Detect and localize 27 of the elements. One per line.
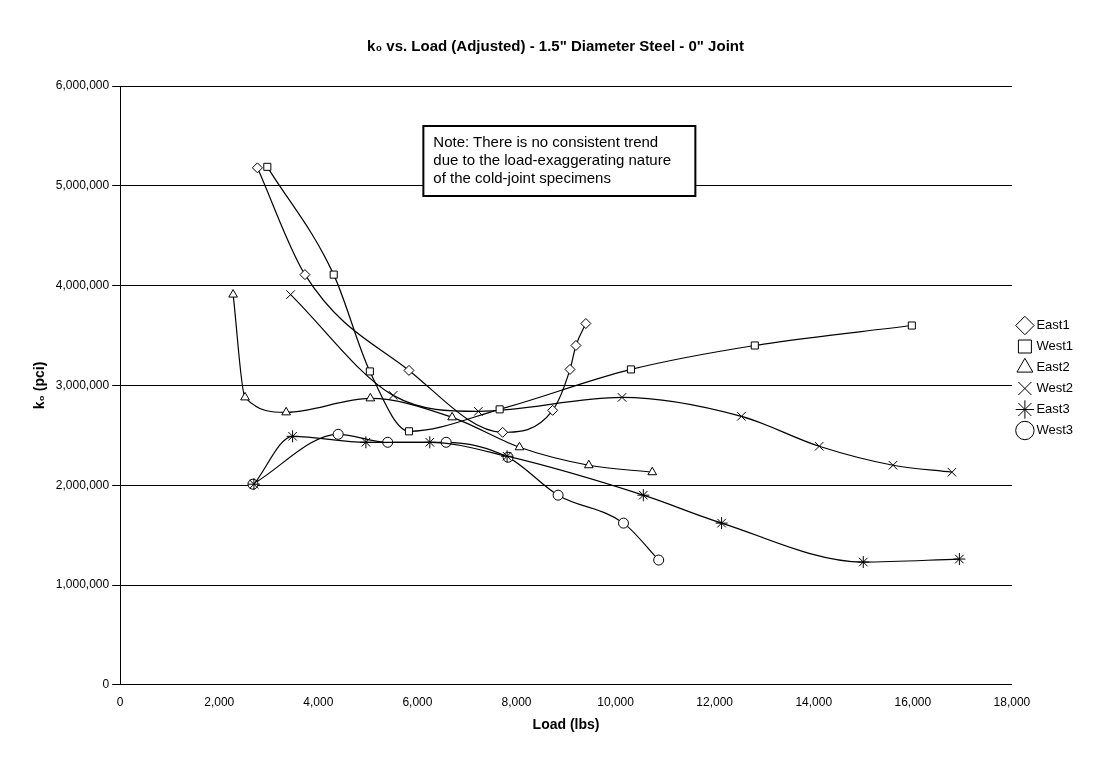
y-tick-label: 1,000,000 <box>55 577 110 592</box>
x-tick-label: 2,000 <box>204 695 235 710</box>
x-tick-label: 4,000 <box>303 695 334 710</box>
legend-label: East2 <box>1036 359 1070 375</box>
annotation: Note: There is no consistent trend due to the load-exaggerating nature of the cold-joint specimens <box>433 132 672 186</box>
legend-label: East1 <box>1036 317 1070 333</box>
y-tick-label: 4,000,000 <box>55 277 110 292</box>
x-tick-label: 14,000 <box>795 695 833 710</box>
x-axis-title: Load (lbs) <box>532 716 600 733</box>
y-tick-label: 0 <box>102 677 110 692</box>
x-tick-label: 6,000 <box>402 695 433 710</box>
y-tick-label: 6,000,000 <box>55 78 110 93</box>
x-tick-label: 12,000 <box>696 695 734 710</box>
x-tick-label: 8,000 <box>501 695 532 710</box>
legend-label: East3 <box>1036 401 1070 417</box>
x-tick-label: 16,000 <box>894 695 932 710</box>
y-axis-title: k₀ (pci) <box>31 361 48 410</box>
legend-label: West1 <box>1036 338 1073 354</box>
y-tick-label: 5,000,000 <box>55 178 110 193</box>
legend-label: West3 <box>1036 422 1073 438</box>
x-tick-label: 0 <box>116 695 124 710</box>
y-tick-label: 3,000,000 <box>55 377 110 392</box>
y-tick-label: 2,000,000 <box>55 477 110 492</box>
x-tick-label: 10,000 <box>597 695 635 710</box>
legend-label: West2 <box>1036 380 1073 396</box>
chart-title: k₀ vs. Load (Adjusted) - 1.5" Diameter Steel - 0" Joint <box>367 37 744 55</box>
x-tick-label: 18,000 <box>993 695 1031 710</box>
